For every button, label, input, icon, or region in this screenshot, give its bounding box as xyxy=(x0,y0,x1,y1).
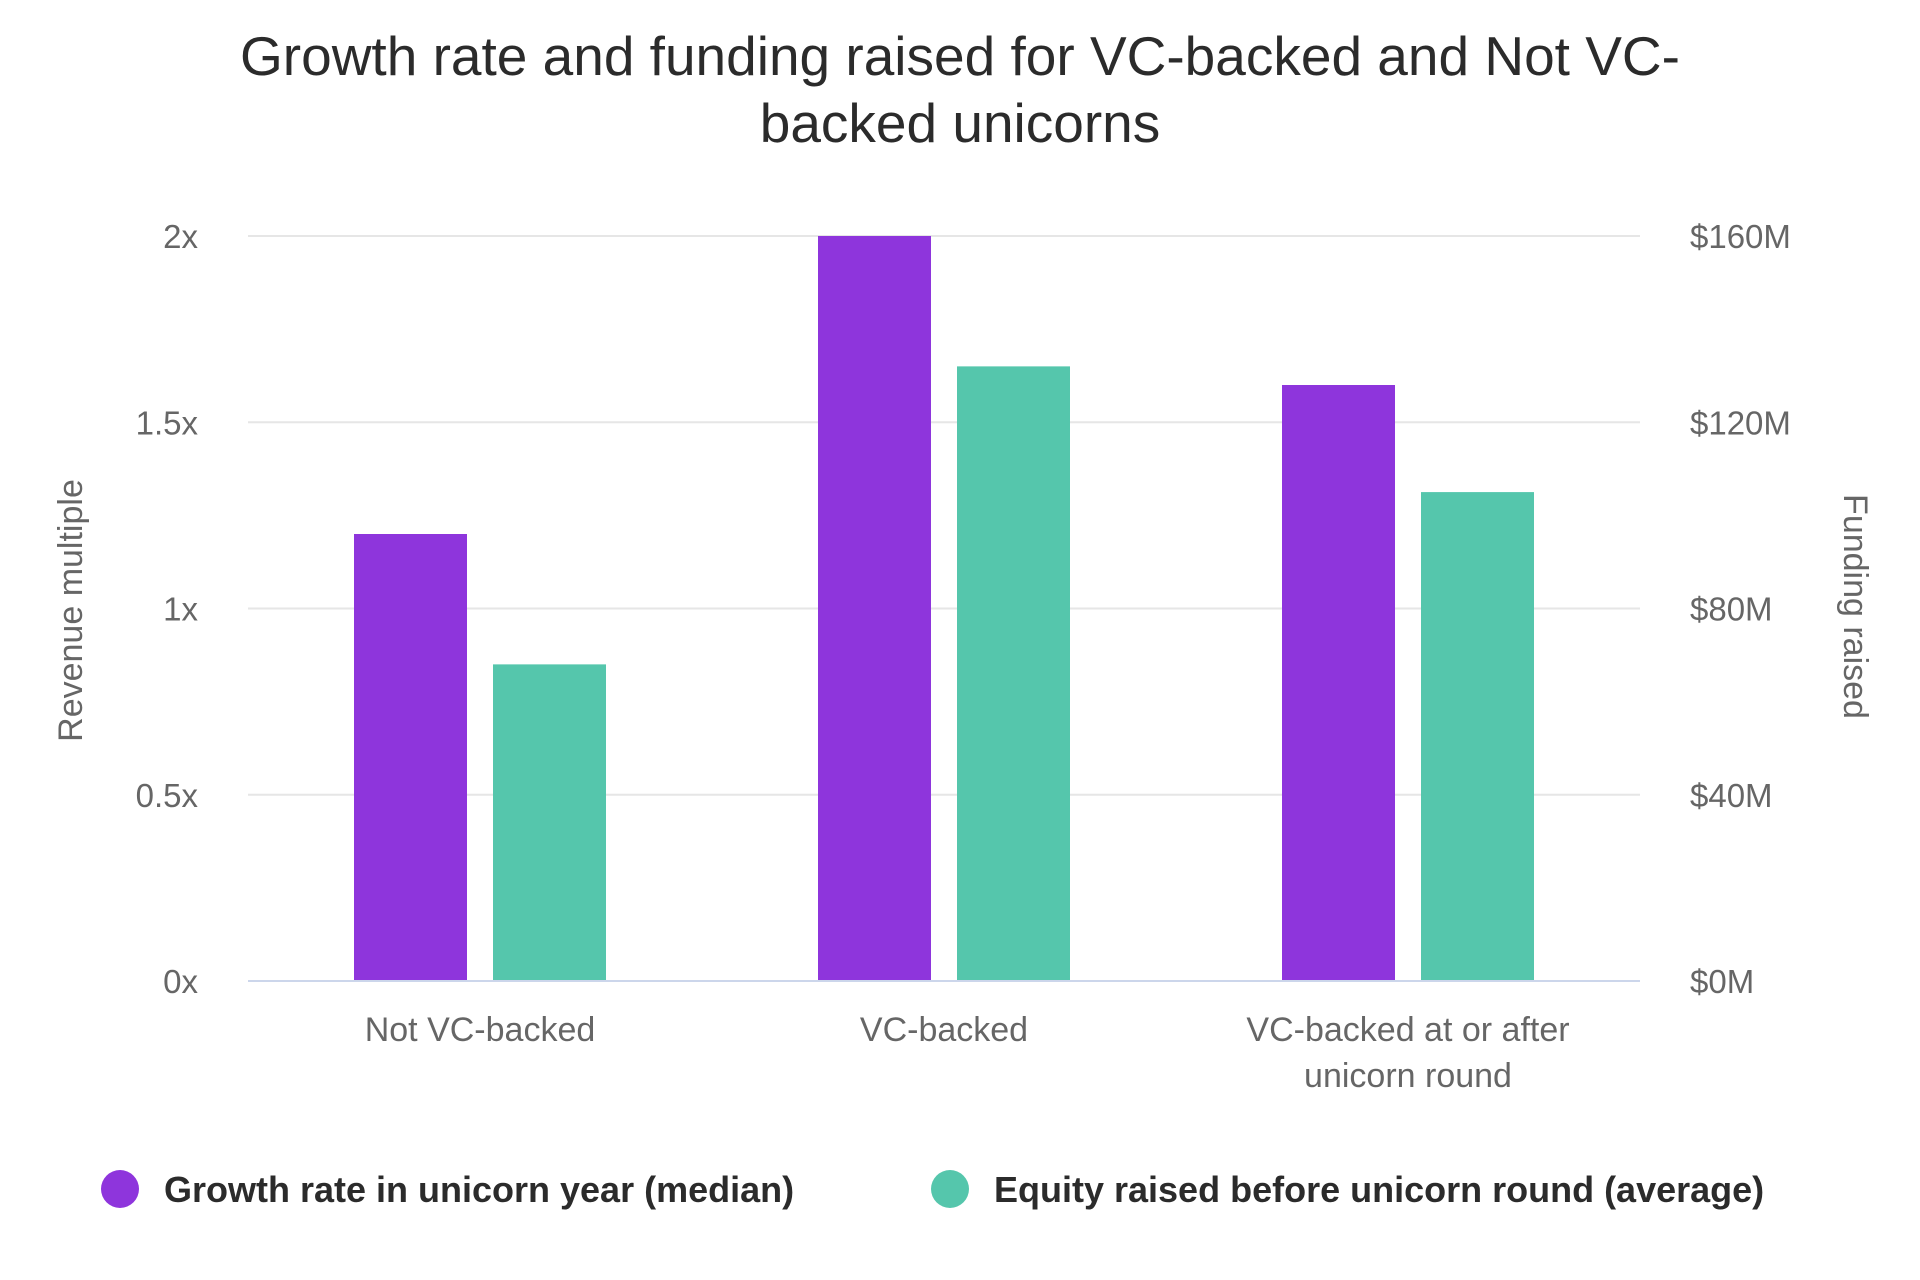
growth-rate-bar xyxy=(1282,385,1395,981)
growth-rate-bar xyxy=(818,236,931,981)
right-axis-ticks: $0M $40M $80M $120M $160M xyxy=(1690,218,1791,1000)
legend-item[interactable]: Equity raised before unicorn round (aver… xyxy=(931,1169,1764,1210)
right-axis-title: Funding raised xyxy=(1836,494,1874,719)
category-label: VC-backed xyxy=(860,1011,1028,1049)
legend-swatch xyxy=(931,1170,969,1208)
legend-swatch xyxy=(101,1170,139,1208)
growth-rate-bar xyxy=(354,534,467,981)
right-tick-label: $160M xyxy=(1690,218,1791,255)
right-tick-label: $40M xyxy=(1690,777,1773,814)
left-tick-label: 0.5x xyxy=(136,777,199,814)
legend-label: Equity raised before unicorn round (aver… xyxy=(994,1169,1764,1210)
right-tick-label: $0M xyxy=(1690,963,1754,1000)
chart-title: Growth rate and funding raised for VC-ba… xyxy=(240,25,1680,154)
category-label: VC-backed at or after xyxy=(1246,1011,1569,1049)
left-axis-ticks: 0x 0.5x 1x 1.5x 2x xyxy=(136,218,199,1000)
equity-raised-bar xyxy=(957,366,1070,981)
bars xyxy=(354,236,1534,981)
chart-title-line-1: Growth rate and funding raised for VC-ba… xyxy=(240,25,1680,87)
equity-raised-bar xyxy=(493,664,606,981)
category-label: Not VC-backed xyxy=(365,1011,596,1049)
category-labels: Not VC-backed VC-backed VC-backed at or af… xyxy=(365,1011,1570,1095)
left-axis-title: Revenue multiple xyxy=(52,479,90,742)
legend-label: Growth rate in unicorn year (median) xyxy=(164,1169,794,1210)
equity-raised-bar xyxy=(1421,492,1534,981)
category-label: unicorn round xyxy=(1304,1057,1512,1095)
left-tick-label: 0x xyxy=(163,963,198,1000)
legend: Growth rate in unicorn year (median) Equi… xyxy=(101,1169,1764,1210)
left-tick-label: 1.5x xyxy=(136,404,199,441)
legend-item[interactable]: Growth rate in unicorn year (median) xyxy=(101,1169,794,1210)
left-tick-label: 1x xyxy=(163,591,198,628)
left-tick-label: 2x xyxy=(163,218,198,255)
right-tick-label: $120M xyxy=(1690,404,1791,441)
chart-title-line-2: backed unicorns xyxy=(760,92,1161,154)
right-tick-label: $80M xyxy=(1690,591,1773,628)
gridlines xyxy=(248,235,1640,796)
